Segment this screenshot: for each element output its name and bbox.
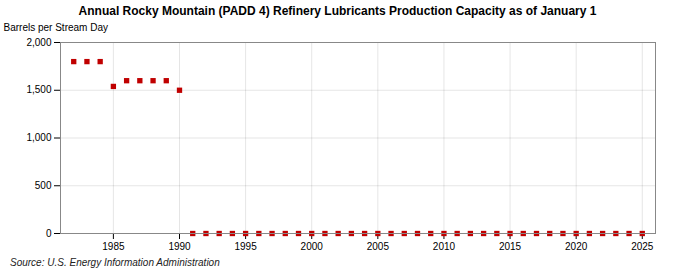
svg-text:Barrels per Stream Day: Barrels per Stream Day <box>4 22 108 33</box>
html-text:Annual Rocky Mountain (PADD 4): Annual Rocky Mountain (PADD 4) Refinery … <box>78 4 597 18</box>
svg-text:0: 0 <box>46 228 52 239</box>
svg-text:2,000: 2,000 <box>26 37 51 48</box>
svg-text:1995: 1995 <box>234 241 257 252</box>
svg-text:2005: 2005 <box>367 241 390 252</box>
svg-text:1,000: 1,000 <box>26 132 51 143</box>
svg-text:2015: 2015 <box>499 241 522 252</box>
svg-text:2025: 2025 <box>631 241 654 252</box>
svg-text:2010: 2010 <box>433 241 456 252</box>
svg-text:1985: 1985 <box>102 241 125 252</box>
svg-text:2000: 2000 <box>301 241 324 252</box>
svg-text:2020: 2020 <box>565 241 588 252</box>
svg-text:500: 500 <box>35 180 52 191</box>
html-text:Source: U.S. Energy Informatio: Source: U.S. Energy Information Administ… <box>10 257 220 268</box>
svg-text:1,500: 1,500 <box>26 84 51 95</box>
svg-text:1990: 1990 <box>168 241 191 252</box>
